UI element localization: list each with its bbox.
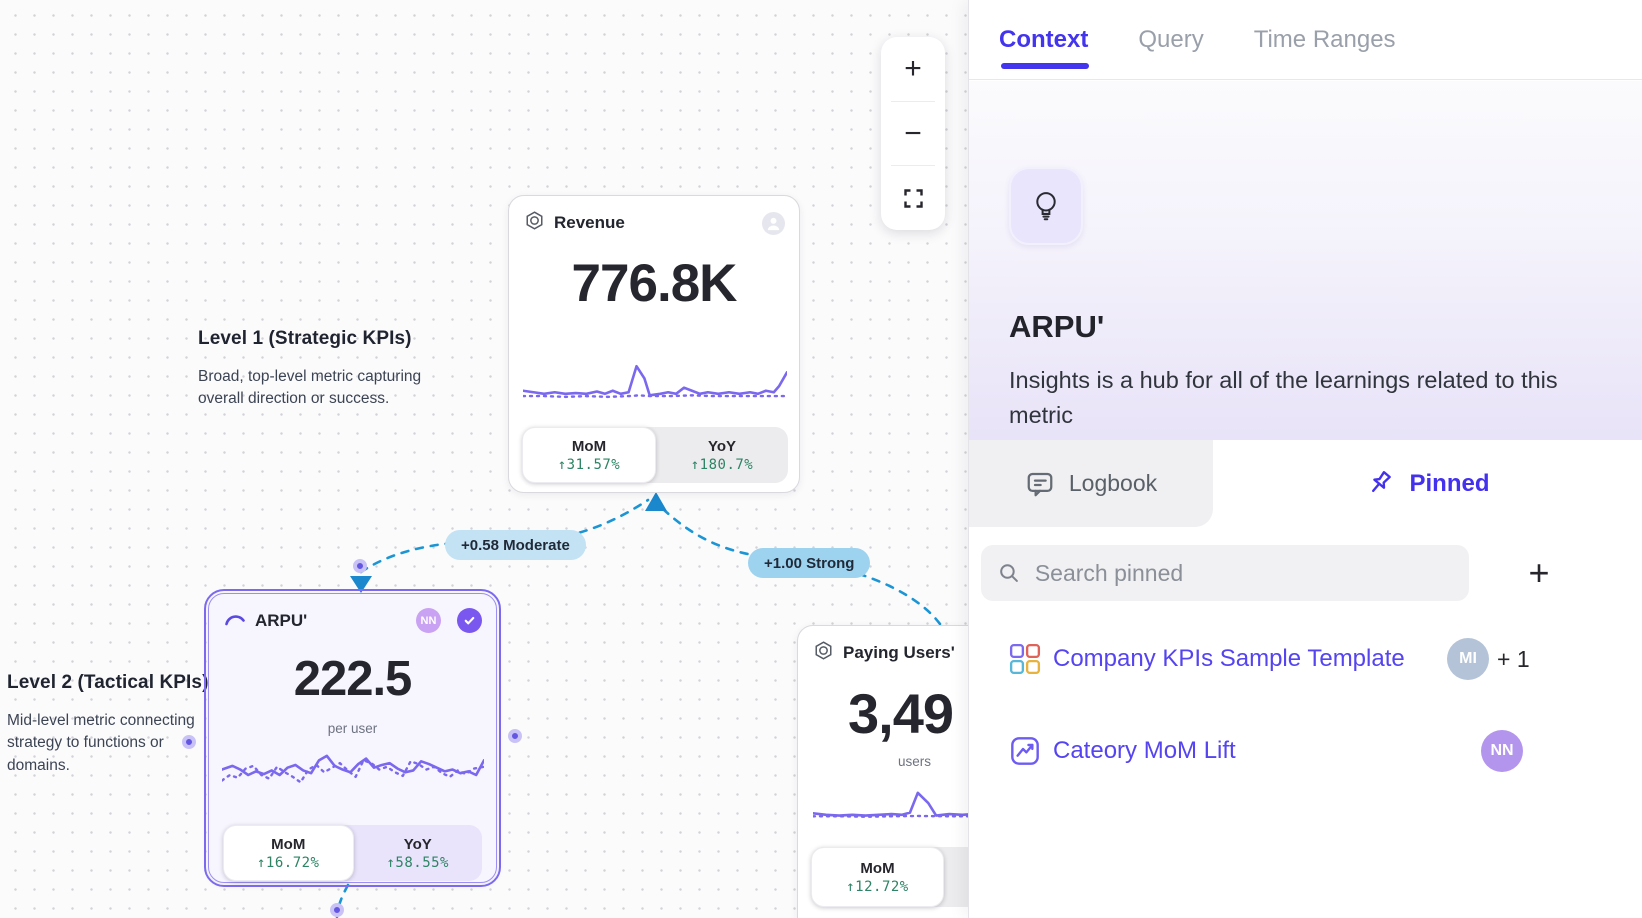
avatar-mi[interactable]: MI [1447,638,1489,680]
collaborator-count: + 1 [1497,645,1530,672]
yoy-value: ↑180.7% [690,456,754,473]
pinned-label: Pinned [1409,469,1490,497]
pinned-item-link[interactable]: Cateory MoM Lift [1053,737,1236,764]
paying-card-header: Paying Users' [798,626,968,666]
paying-card-title: Paying Users' [843,643,955,662]
metric-card-arpu[interactable]: ARPU' NN 222.5 per user MoM ↑16.72% [204,589,501,887]
logbook-comment-icon [1027,472,1053,496]
revenue-value: 776.8K [571,254,738,313]
paying-yoy-segment[interactable] [944,847,968,907]
paying-sparkline [813,784,968,828]
paying-period-toggle: MoM ↑12.72% [811,847,968,907]
arc-metric-icon [224,611,246,631]
tab-context[interactable]: Context [999,25,1089,53]
edge-arpu-down [335,883,350,918]
metric-card-revenue[interactable]: Revenue 776.8K MoM ↑31.57% [508,195,800,493]
yoy-label: YoY [403,835,432,853]
metric-tree-canvas[interactable]: Level 1 (Strategic KPIs) Broad, top-leve… [0,0,968,918]
arpu-sparkline [222,744,484,806]
revenue-period-toggle: MoM ↑31.57% YoY ↑180.7% [522,427,788,483]
detail-panel: Context Query Time Ranges ARPU' Insights… [968,0,1642,918]
revenue-card-header: Revenue [509,196,799,236]
revenue-yoy-segment[interactable]: YoY ↑180.7% [656,427,788,483]
lightbulb-icon [1036,192,1056,221]
mom-value: ↑31.57% [557,456,621,473]
arrowhead-into-arpu [350,576,372,593]
panel-tab-bar: Context Query Time Ranges [969,0,1642,80]
pinned-item-row[interactable]: Cateory MoM Lift NN [969,728,1642,774]
divider [891,100,935,102]
revenue-sparkline [523,357,787,403]
zoom-out-button[interactable]: − [904,116,922,150]
yoy-value: ↑58.55% [386,854,449,871]
search-icon [1000,564,1018,582]
verified-check-icon [457,608,482,633]
arpu-owner-badge[interactable]: NN [416,608,441,633]
level1-title: Level 1 (Strategic KPIs) [198,328,412,349]
handle-dot-arpu-right[interactable] [508,729,522,743]
level2-title: Level 2 (Tactical KPIs) [7,672,209,693]
pinned-item-link[interactable]: Company KPIs Sample Template [1053,645,1405,672]
divider [891,165,935,167]
tab-query[interactable]: Query [1138,25,1204,53]
paying-value: 3,49 [848,682,954,745]
level2-description: Mid-level metric connecting strategy to … [7,712,195,774]
metric-name-heading: ARPU' [1009,309,1105,344]
level1-description: Broad, top-level metric capturing overal… [198,368,422,408]
template-grid-icon [1009,643,1041,675]
mom-label: MoM [860,859,895,877]
arpu-card-header: ARPU' NN [209,594,496,633]
owner-avatar-icon[interactable] [762,211,785,235]
handle-dot-arpu-top[interactable] [353,559,367,573]
yoy-label: YoY [707,437,737,455]
mom-value: ↑16.72% [256,854,320,871]
pinned-items-list: Company KPIs Sample Template MI + 1 Cate… [969,636,1642,820]
chart-lift-icon [1009,735,1041,767]
arrowhead-into-revenue [645,492,667,511]
paying-mom-segment[interactable]: MoM ↑12.72% [811,847,944,907]
metric-card-paying-users[interactable]: Paying Users' 3,49 users MoM ↑12.72% [797,625,968,918]
search-pinned-box[interactable] [981,545,1469,601]
active-tab-indicator [1001,63,1089,69]
mom-label: MoM [271,835,306,853]
pushpin-icon [1372,470,1392,492]
handle-dot-arpu-bottom[interactable] [330,903,344,917]
arpu-mom-segment[interactable]: MoM ↑16.72% [223,825,354,881]
arpu-card-title: ARPU' [255,610,308,630]
revenue-card-title: Revenue [554,213,625,232]
arpu-unit: per user [327,721,378,736]
subtab-pinned[interactable]: Pinned [1213,440,1642,527]
avatar-nn[interactable]: NN [1481,730,1523,772]
hexagon-metric-icon [813,640,834,666]
arpu-yoy-segment[interactable]: YoY ↑58.55% [354,825,483,881]
add-pinned-button[interactable]: + [1528,552,1550,593]
insight-tile[interactable] [1009,167,1083,245]
paying-unit: users [898,754,932,769]
fullscreen-icon [903,188,923,208]
canvas-zoom-controls: + − [881,37,945,230]
correlation-label-moderate[interactable]: +0.58 Moderate [445,530,586,560]
metric-description: Insights is a hub for all of the learnin… [1009,367,1558,429]
correlation-label-strong[interactable]: +1.00 Strong [748,548,871,578]
fit-view-button[interactable] [881,166,945,230]
logbook-label: Logbook [1068,470,1158,496]
revenue-mom-segment[interactable]: MoM ↑31.57% [522,427,656,483]
zoom-in-button[interactable]: + [904,51,922,85]
arpu-value: 222.5 [293,652,413,706]
panel-subtabs: Logbook Pinned [969,440,1642,527]
tab-time-ranges[interactable]: Time Ranges [1253,25,1396,53]
metric-hero: ARPU' Insights is a hub for all of the l… [969,81,1642,440]
arpu-period-toggle: MoM ↑16.72% YoY ↑58.55% [223,825,482,881]
search-pinned-input[interactable] [1034,559,1453,587]
pinned-item-row[interactable]: Company KPIs Sample Template MI + 1 [969,636,1642,682]
mom-value: ↑12.72% [846,878,909,895]
subtab-logbook[interactable]: Logbook [969,440,1213,527]
hexagon-metric-icon [524,210,545,236]
mom-label: MoM [571,437,607,455]
